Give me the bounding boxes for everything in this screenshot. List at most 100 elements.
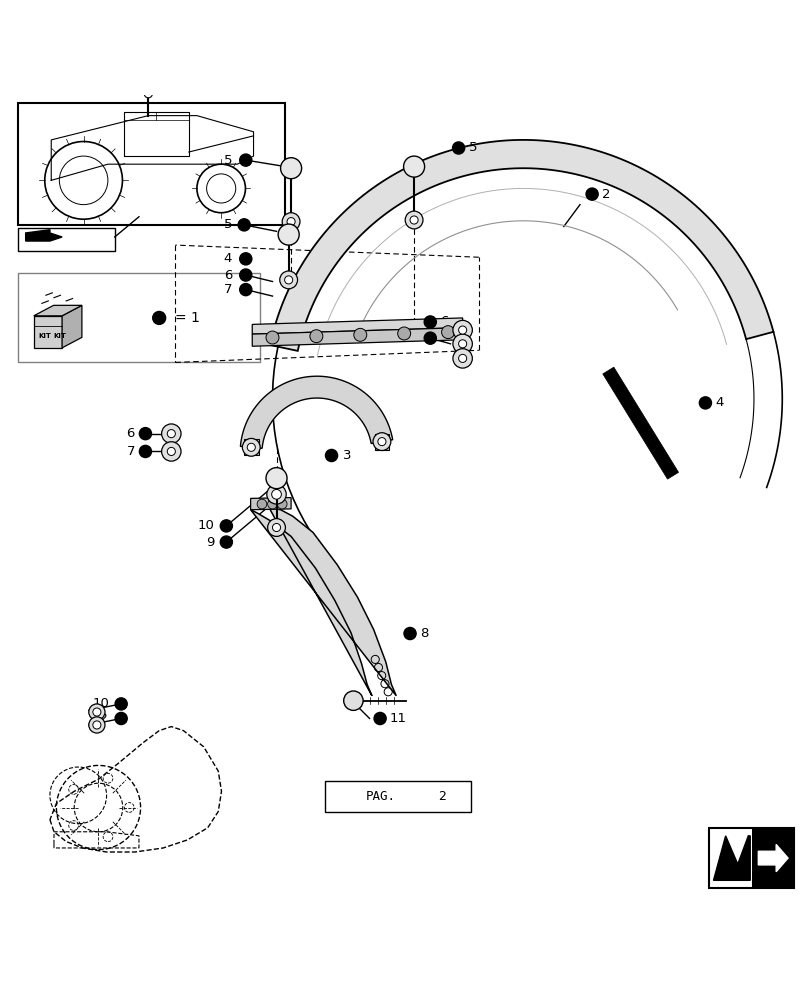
Circle shape [278,224,298,245]
Polygon shape [34,305,82,316]
FancyBboxPatch shape [18,273,260,362]
Circle shape [423,316,436,328]
Circle shape [144,90,152,98]
Circle shape [139,428,152,440]
Circle shape [374,712,386,725]
Text: 4: 4 [714,396,723,409]
Polygon shape [270,140,773,351]
Circle shape [285,276,292,284]
Polygon shape [34,316,62,348]
Circle shape [88,717,105,733]
Circle shape [586,188,598,200]
Circle shape [287,218,294,226]
Polygon shape [240,376,393,448]
Circle shape [161,442,181,461]
Circle shape [266,331,279,344]
Circle shape [280,271,297,289]
Circle shape [458,354,466,362]
Circle shape [139,445,152,458]
Text: 11: 11 [389,712,406,725]
Circle shape [272,489,281,499]
Circle shape [220,520,232,532]
Circle shape [423,332,436,344]
Polygon shape [251,506,396,696]
Circle shape [325,449,337,462]
Circle shape [152,311,165,324]
Text: 6: 6 [127,427,135,440]
Circle shape [220,536,232,548]
Text: 6: 6 [440,315,448,328]
Circle shape [161,424,181,443]
Text: 10: 10 [197,519,214,532]
Circle shape [453,320,472,340]
Circle shape [92,708,101,716]
Circle shape [343,691,363,710]
FancyBboxPatch shape [324,781,470,812]
Circle shape [397,327,410,340]
FancyBboxPatch shape [751,828,793,888]
Circle shape [310,330,323,343]
Circle shape [115,698,127,710]
Text: 2: 2 [601,188,610,201]
Polygon shape [757,844,787,872]
Circle shape [281,158,301,179]
Circle shape [404,627,415,640]
FancyBboxPatch shape [243,439,258,455]
Text: 12: 12 [92,712,109,725]
Text: 7: 7 [440,332,448,345]
Circle shape [239,154,251,166]
Circle shape [403,156,424,177]
Text: 7: 7 [127,445,135,458]
Polygon shape [602,367,678,479]
Circle shape [266,468,287,489]
Circle shape [242,438,260,456]
Circle shape [167,430,175,438]
Polygon shape [62,305,82,348]
Text: 5: 5 [223,154,232,167]
Polygon shape [26,230,62,241]
Text: 4: 4 [223,252,232,265]
FancyBboxPatch shape [709,828,793,888]
Circle shape [267,485,286,504]
Polygon shape [252,318,462,334]
Circle shape [238,219,250,231]
Text: 10: 10 [92,697,109,710]
Text: 8: 8 [420,627,428,640]
Circle shape [405,211,423,229]
FancyBboxPatch shape [18,228,114,251]
Text: KIT: KIT [39,333,51,339]
Circle shape [92,721,101,729]
Text: 7: 7 [223,283,232,296]
Circle shape [410,216,418,224]
Text: 3: 3 [342,449,351,462]
Polygon shape [713,836,749,880]
Circle shape [377,438,385,446]
Text: 9: 9 [205,536,214,549]
Circle shape [452,142,464,154]
Circle shape [458,340,466,348]
Circle shape [354,328,367,341]
Polygon shape [251,498,290,510]
Circle shape [167,447,175,455]
FancyBboxPatch shape [374,434,388,450]
Circle shape [239,284,251,296]
Circle shape [268,519,285,536]
Circle shape [282,213,299,231]
Circle shape [277,499,287,509]
Text: KIT: KIT [53,333,66,339]
Polygon shape [252,328,462,346]
Circle shape [88,704,105,720]
Text: PAG.: PAG. [365,790,395,803]
Circle shape [441,326,454,339]
Circle shape [268,499,277,509]
Circle shape [239,269,251,281]
FancyBboxPatch shape [18,103,285,225]
Circle shape [453,349,472,368]
Text: 5: 5 [223,218,232,231]
Circle shape [458,326,466,334]
Text: 2: 2 [437,790,445,803]
Circle shape [372,433,390,451]
Text: = 1: = 1 [175,311,200,325]
Circle shape [247,443,255,451]
Text: 6: 6 [223,269,232,282]
